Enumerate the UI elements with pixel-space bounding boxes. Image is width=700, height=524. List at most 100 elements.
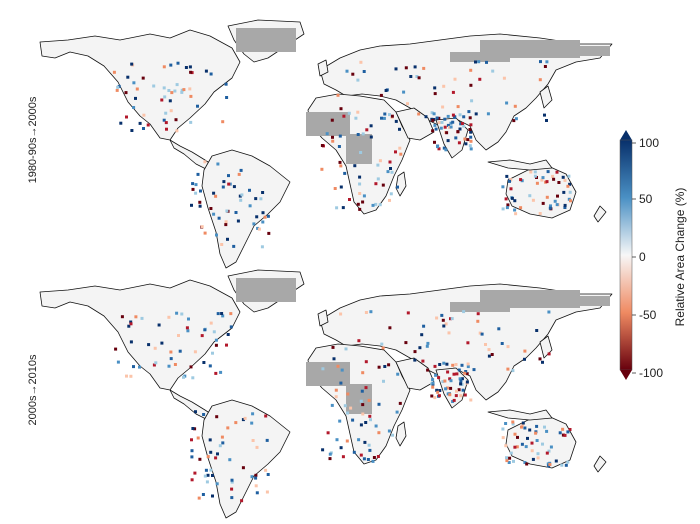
change-pixel xyxy=(380,116,383,120)
change-pixel xyxy=(538,357,542,361)
change-pixel xyxy=(339,312,343,316)
change-pixel xyxy=(339,381,343,385)
change-pixel xyxy=(566,430,570,434)
change-pixel xyxy=(142,127,145,130)
change-pixel xyxy=(513,445,517,449)
colorbar-top-arrow xyxy=(620,130,632,140)
change-pixel xyxy=(265,438,269,442)
change-pixel xyxy=(180,88,184,92)
change-pixel xyxy=(457,141,461,145)
change-pixel xyxy=(197,496,201,500)
change-pixel xyxy=(444,322,448,326)
change-pixel xyxy=(543,65,547,68)
change-pixel xyxy=(325,132,329,136)
change-pixel xyxy=(521,421,525,425)
change-pixel xyxy=(557,181,561,184)
change-pixel xyxy=(555,170,559,174)
change-pixel xyxy=(338,134,342,138)
change-pixel xyxy=(198,204,202,208)
change-pixel xyxy=(415,75,419,78)
change-pixel xyxy=(216,452,219,456)
change-pixel xyxy=(491,69,495,73)
change-pixel xyxy=(377,365,381,369)
change-pixel xyxy=(436,145,439,149)
change-pixel xyxy=(478,77,482,81)
change-pixel xyxy=(449,386,453,390)
change-pixel xyxy=(511,420,515,424)
change-pixel xyxy=(501,427,505,431)
change-pixel xyxy=(162,86,166,90)
land-outlines-bottom xyxy=(39,269,613,519)
change-pixel xyxy=(343,171,347,175)
change-pixel xyxy=(510,196,514,200)
change-pixel xyxy=(130,62,134,66)
change-pixel xyxy=(326,431,330,435)
change-pixel xyxy=(564,463,568,467)
change-pixel xyxy=(338,160,342,164)
change-pixel xyxy=(359,453,363,457)
change-pixel xyxy=(232,185,236,189)
colorbar-tick-label: -50 xyxy=(639,308,657,322)
change-pixel xyxy=(467,110,471,114)
change-pixel xyxy=(446,370,450,374)
change-pixel xyxy=(338,419,342,423)
change-pixel xyxy=(463,137,467,141)
change-pixel xyxy=(130,129,134,132)
change-pixel xyxy=(343,404,347,408)
change-pixel xyxy=(114,347,118,351)
change-pixel xyxy=(205,480,209,484)
change-pixel xyxy=(436,390,440,394)
change-pixel xyxy=(190,203,193,207)
change-pixel xyxy=(188,65,192,69)
change-pixel xyxy=(444,148,448,152)
change-pixel xyxy=(256,226,260,230)
change-pixel xyxy=(441,318,445,322)
change-pixel xyxy=(211,494,214,498)
change-pixel xyxy=(321,367,325,371)
change-pixel xyxy=(359,423,363,427)
change-pixel xyxy=(356,78,360,82)
panel-label-top: 1980-90s→2000s xyxy=(27,96,39,183)
change-pixel xyxy=(469,139,473,143)
change-pixel xyxy=(369,124,373,128)
change-pixel xyxy=(545,451,549,455)
change-pixel xyxy=(465,372,469,376)
change-pixel xyxy=(250,475,254,479)
change-pixel xyxy=(222,180,226,184)
change-pixel xyxy=(267,231,271,235)
change-pixel xyxy=(334,395,338,399)
change-pixel xyxy=(535,329,539,332)
change-pixel xyxy=(504,197,508,201)
change-pixel xyxy=(266,473,270,476)
change-pixel xyxy=(563,203,567,207)
change-pixel xyxy=(371,203,375,207)
change-pixel xyxy=(466,362,470,366)
change-pixel xyxy=(141,76,145,80)
change-pixel xyxy=(450,317,454,321)
change-pixel xyxy=(194,410,197,414)
change-pixel xyxy=(459,382,463,386)
change-pixel xyxy=(129,320,133,324)
change-pixel xyxy=(199,189,202,193)
change-pixel xyxy=(433,396,437,400)
change-pixel xyxy=(543,425,546,429)
change-pixel xyxy=(448,125,451,129)
change-pixel xyxy=(505,206,509,210)
change-pixel xyxy=(460,363,464,367)
change-pixel xyxy=(367,398,371,402)
change-pixel xyxy=(198,200,202,204)
change-pixel xyxy=(266,214,270,218)
change-pixel xyxy=(464,142,468,146)
change-pixel xyxy=(398,146,402,150)
change-pixel xyxy=(431,381,435,385)
change-pixel xyxy=(358,192,362,195)
change-pixel xyxy=(525,462,529,466)
change-pixel xyxy=(511,369,515,373)
change-pixel xyxy=(344,347,348,351)
change-pixel xyxy=(441,105,445,109)
change-pixel xyxy=(507,461,511,464)
change-pixel xyxy=(459,394,463,398)
change-pixel xyxy=(569,199,572,203)
change-pixel xyxy=(413,65,417,69)
change-pixel xyxy=(167,315,171,319)
